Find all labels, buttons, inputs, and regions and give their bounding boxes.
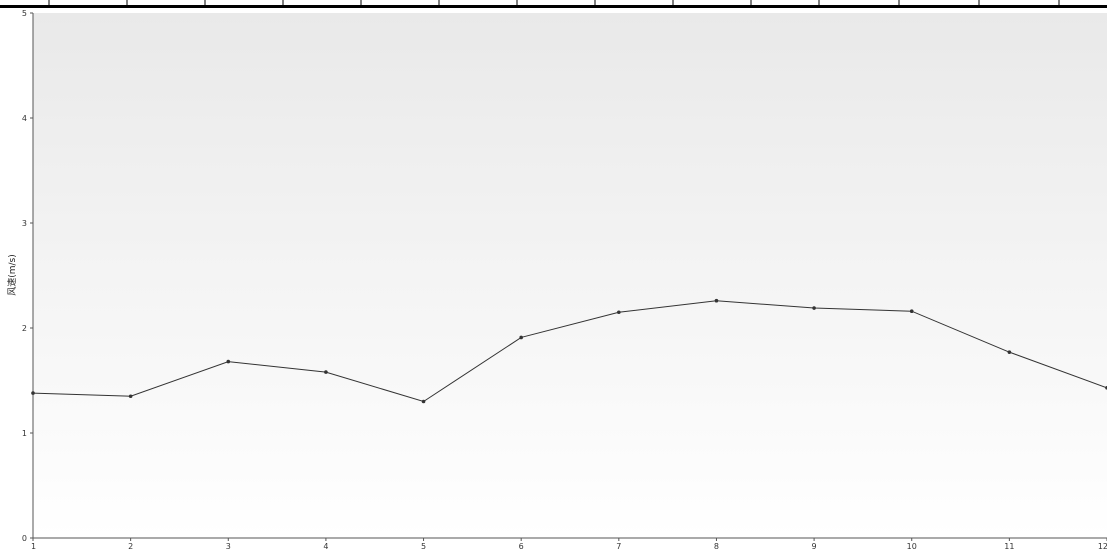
data-point — [714, 298, 719, 303]
x-tick-label: 2 — [128, 542, 133, 551]
strip-background — [0, 0, 1107, 6]
x-tick-label: 5 — [421, 542, 426, 551]
series-wind-speed — [31, 298, 1107, 404]
y-axis-ticks: 0 1 2 3 4 5 — [22, 9, 33, 543]
data-point — [617, 310, 621, 315]
x-axis-ticks: 1 2 3 4 5 6 7 8 9 10 11 12 — [31, 538, 1107, 551]
y-tick-label: 0 — [22, 534, 27, 543]
data-point — [421, 399, 426, 404]
plot-area — [33, 13, 1107, 538]
x-tick-label: 7 — [616, 542, 621, 551]
data-point — [226, 359, 231, 364]
x-tick-label: 1 — [31, 542, 36, 551]
y-tick-label: 3 — [22, 219, 27, 228]
y-axis-title: 风速(m/s) — [7, 254, 18, 296]
x-tick-label: 6 — [519, 542, 524, 551]
data-point — [1007, 350, 1012, 354]
series-line — [32, 300, 1107, 403]
y-tick-label: 1 — [22, 429, 27, 438]
y-tick-label: 5 — [22, 9, 27, 18]
data-point — [128, 394, 133, 399]
data-point — [909, 309, 914, 314]
x-tick-label: 12 — [1098, 542, 1107, 551]
x-tick-label: 11 — [1004, 542, 1014, 551]
y-tick-label: 2 — [22, 324, 27, 333]
data-point — [812, 306, 816, 310]
x-tick-label: 10 — [907, 542, 917, 551]
data-point — [324, 370, 328, 374]
top-table-strip — [0, 0, 1107, 8]
y-tick-label: 4 — [22, 114, 27, 123]
x-tick-label: 9 — [812, 542, 817, 551]
data-point — [519, 335, 523, 340]
x-tick-label: 4 — [323, 542, 328, 551]
x-tick-label: 8 — [714, 542, 719, 551]
data-point — [31, 391, 35, 395]
x-tick-label: 3 — [226, 542, 231, 551]
